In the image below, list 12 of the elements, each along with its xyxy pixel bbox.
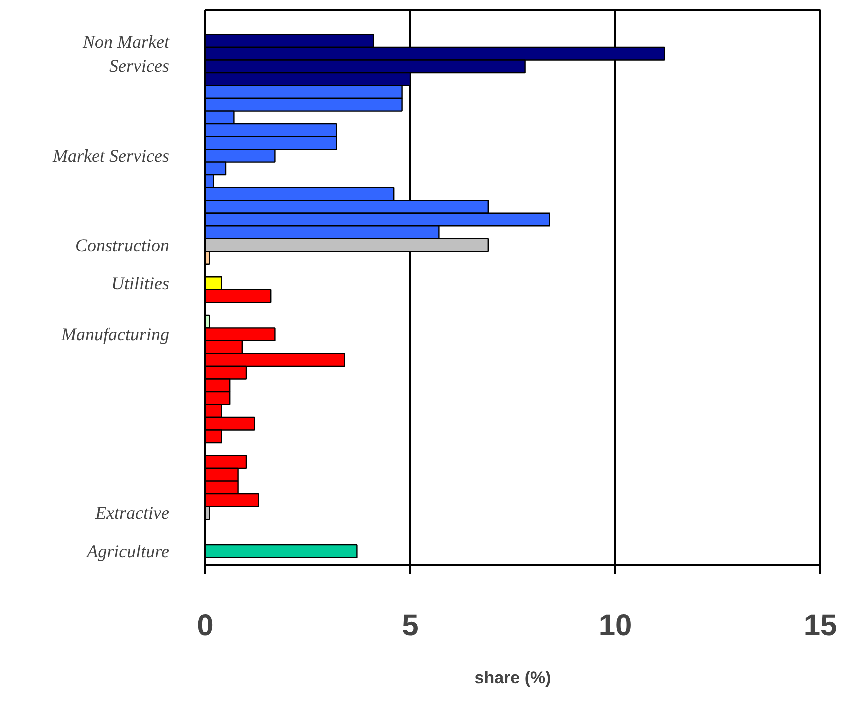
y-tick-label: Construction <box>75 235 170 256</box>
y-tick-label: Extractive <box>94 503 170 524</box>
x-axis-title: share (%) <box>474 668 552 688</box>
y-tick-label: Agriculture <box>86 541 170 562</box>
y-tick-label: Manufacturing <box>60 324 170 345</box>
y-tick-label: Non Market Services <box>82 32 170 76</box>
x-tick-label: 0 <box>197 610 214 642</box>
x-tick-label: 10 <box>598 610 632 642</box>
x-tick-label: 15 <box>804 610 838 642</box>
y-tick-label: Market Services <box>52 146 170 166</box>
x-tick-label: 5 <box>402 610 419 642</box>
y-tick-label: Utilities <box>112 274 170 294</box>
